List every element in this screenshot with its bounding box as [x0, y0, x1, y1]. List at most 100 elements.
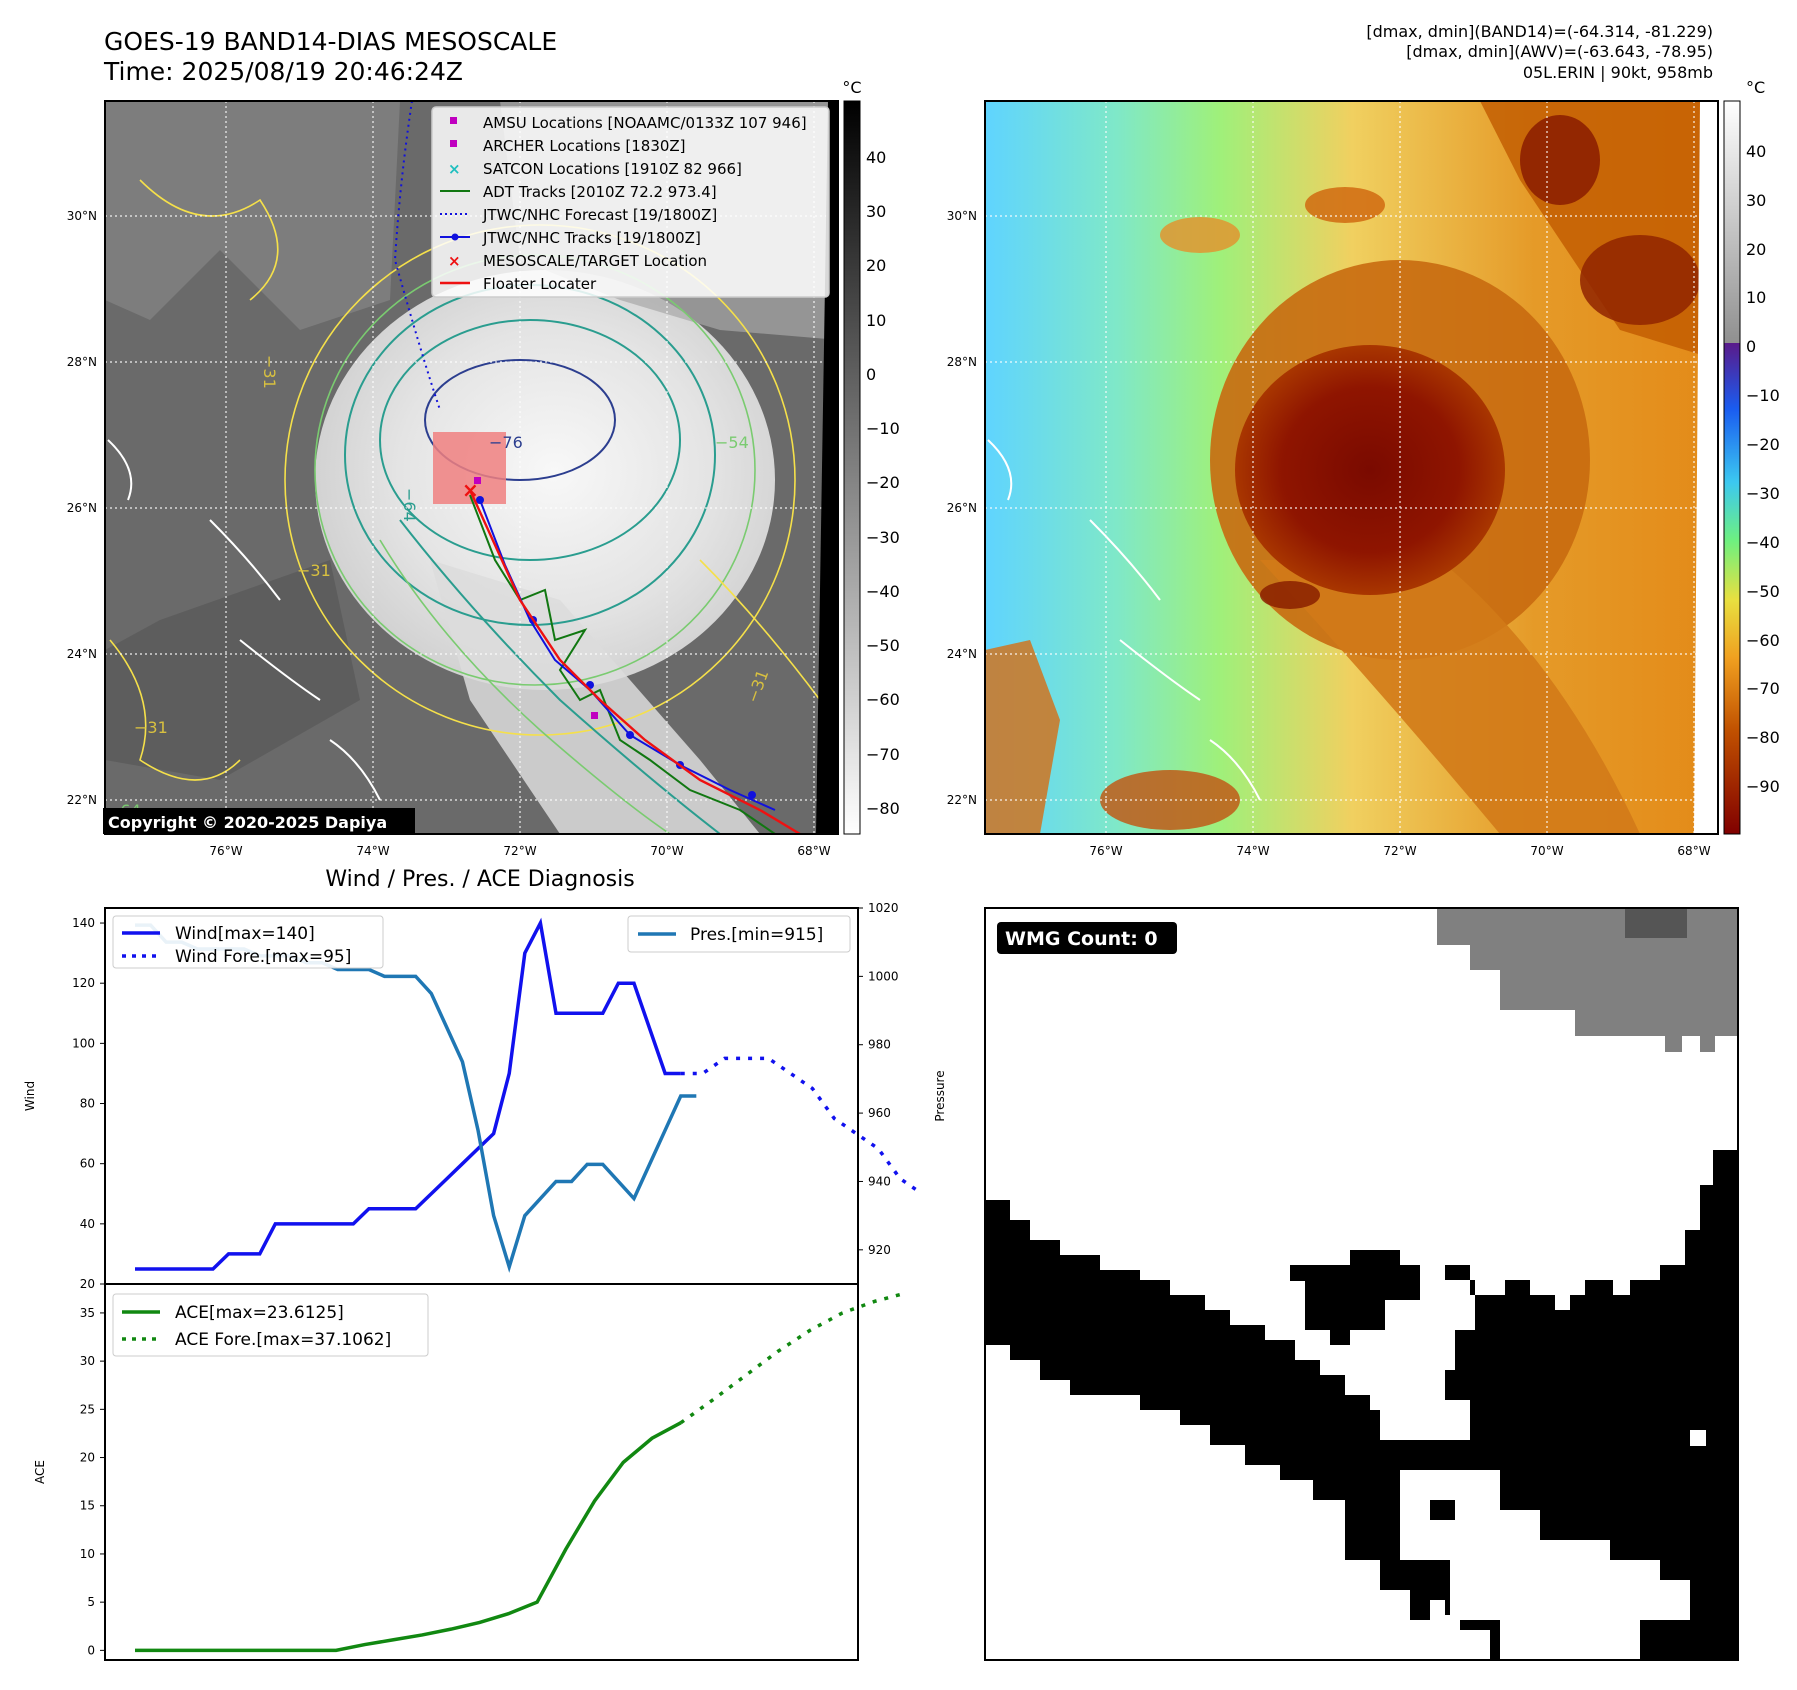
awv-core: [1235, 345, 1505, 595]
awv-map-panel: 30°N 28°N 26°N 24°N 22°N 76°W 74°W 72°W …: [947, 78, 1780, 858]
wind-legend: [112, 915, 384, 969]
lat-tick-label: 28°N: [67, 355, 97, 369]
wind-axis-label: Wind: [23, 1081, 37, 1111]
lat-tick-label: 24°N: [67, 647, 97, 661]
contour-label: −64: [400, 488, 419, 522]
ace-y-tick-label: 25: [80, 1402, 95, 1416]
legend-label: ARCHER Locations [1830Z]: [483, 137, 686, 155]
pressure-y-tick-label: 1020: [868, 901, 899, 915]
wmg-panel: WMG Count: 0: [984, 907, 1739, 1661]
legend-label: Wind Fore.[max=95]: [175, 947, 351, 967]
awv-colorbar-tick: −10: [1746, 386, 1780, 405]
wind-y-tick-label: 40: [80, 1217, 95, 1231]
wind-y-tick-label: 140: [72, 916, 95, 930]
ir-colorbar-tick: 40: [866, 148, 886, 167]
ir-colorbar-tick: −30: [866, 528, 900, 547]
ir-colorbar-tick: 30: [866, 202, 886, 221]
lat-tick-label: 26°N: [947, 501, 977, 515]
lat-tick-label: 30°N: [947, 209, 977, 223]
ace-y-tick-label: 35: [80, 1306, 95, 1320]
title-line-1: GOES-19 BAND14-DIAS MESOSCALE: [104, 27, 558, 56]
ir-colorbar-unit: °C: [842, 78, 861, 97]
ir-legend: AMSU Locations [NOAAMC/0133Z 107 946] AR…: [431, 106, 830, 298]
lat-tick-label: 26°N: [67, 501, 97, 515]
ir-colorbar-tick: −60: [866, 690, 900, 709]
lon-tick-label: 74°W: [1236, 844, 1269, 858]
adt-track: [469, 494, 776, 834]
legend-label: JTWC/NHC Forecast [19/1800Z]: [482, 206, 717, 224]
pressure-y-tick-label: 980: [868, 1038, 891, 1052]
lon-tick-label: 74°W: [356, 844, 389, 858]
contour-label: −31: [134, 718, 168, 737]
floater-track: [468, 489, 801, 834]
wmg-count-text: WMG Count: 0: [1005, 928, 1158, 950]
ace-y-tick-label: 0: [87, 1643, 95, 1657]
wmg-black-region: [985, 1150, 1738, 1660]
legend-marker: ×: [448, 160, 461, 178]
awv-colorbar-tick: 0: [1746, 337, 1756, 356]
ir-colorbar-tick: −20: [866, 473, 900, 492]
awv-colorbar-tick: −80: [1746, 728, 1780, 747]
pressure-legend: [627, 915, 851, 953]
awv-colorbar-tick: −60: [1746, 631, 1780, 650]
legend-label: AMSU Locations [NOAAMC/0133Z 107 946]: [483, 114, 807, 132]
lon-tick-label: 72°W: [1383, 844, 1416, 858]
legend-label: MESOSCALE/TARGET Location: [483, 252, 707, 270]
awv-colorbar-unit: °C: [1746, 78, 1765, 97]
wind-pressure-chart: Wind / Pres. / ACE Diagnosis 20 40 60 80 100…: [23, 867, 947, 1291]
ir-colorbar-tick: −10: [866, 419, 900, 438]
contour-label: −31: [297, 561, 331, 580]
chart-title: Wind / Pres. / ACE Diagnosis: [325, 867, 634, 892]
info-line-1: [dmax, dmin](BAND14)=(-64.314, -81.229): [1366, 22, 1713, 41]
wind-y-tick-label: 120: [72, 976, 95, 990]
wind-series-line: [135, 917, 681, 1271]
ir-colorbar-tick: −80: [866, 799, 900, 818]
copyright-text: Copyright © 2020-2025 Dapiya: [108, 813, 387, 832]
pressure-y-tick-label: 960: [868, 1106, 891, 1120]
legend-marker: [450, 140, 457, 147]
lon-tick-label: 72°W: [503, 844, 536, 858]
ir-colorbar-tick: −50: [866, 636, 900, 655]
lat-tick-label: 30°N: [67, 209, 97, 223]
awv-colorbar-tick: 40: [1746, 142, 1766, 161]
lat-tick-label: 22°N: [67, 793, 97, 807]
ace-chart: 0 5 10 15 20 25 30 35 ACE ACE[max=23.6125] ACE …: [33, 1283, 908, 1661]
ace-series-line: [135, 1421, 682, 1653]
legend-label: ACE[max=23.6125]: [175, 1303, 344, 1323]
ir-storm-cloud: [315, 270, 775, 690]
awv-colorbar-tick: −40: [1746, 533, 1780, 552]
awv-colorbar: [1723, 100, 1741, 835]
legend-label: Pres.[min=915]: [690, 925, 823, 945]
legend-label: Wind[max=140]: [175, 924, 315, 944]
lon-tick-label: 68°W: [1677, 844, 1710, 858]
lon-tick-label: 76°W: [209, 844, 242, 858]
pressure-y-tick-label: 940: [868, 1174, 891, 1188]
awv-colorbar-tick: −30: [1746, 484, 1780, 503]
lon-tick-label: 70°W: [1530, 844, 1563, 858]
info-line-2: [dmax, dmin](AWV)=(-63.643, -78.95): [1406, 42, 1713, 61]
ir-colorbar-tick: −70: [866, 745, 900, 764]
contour-label: −31: [260, 355, 279, 389]
ir-map-panel: × −76 −64 −54 −31 −31 −31 −31 −31 −64 AM…: [67, 78, 900, 858]
ir-colorbar-tick: 20: [866, 256, 886, 275]
pressure-axis-label: Pressure: [933, 1070, 947, 1121]
wind-axes-frame: [104, 907, 859, 1285]
ace-y-tick-label: 20: [80, 1451, 95, 1465]
ace-y-tick-label: 15: [80, 1499, 95, 1513]
wind-y-tick-label: 20: [80, 1277, 95, 1291]
awv-colorbar-tick: 10: [1746, 288, 1766, 307]
legend-marker: ×: [448, 252, 461, 270]
legend-label: JTWC/NHC Tracks [19/1800Z]: [482, 229, 701, 247]
ir-colorbar-tick: 0: [866, 365, 876, 384]
lat-tick-label: 22°N: [947, 793, 977, 807]
forecast-track: [393, 101, 441, 411]
info-line-3: 05L.ERIN | 90kt, 958mb: [1522, 63, 1713, 82]
title-line-2: Time: 2025/08/19 20:46:24Z: [104, 57, 463, 86]
ace-legend: [112, 1293, 429, 1357]
lon-tick-label: 70°W: [650, 844, 683, 858]
legend-label: SATCON Locations [1910Z 82 966]: [483, 160, 742, 178]
copyright-badge: [103, 808, 415, 834]
awv-colorbar-tick: −70: [1746, 679, 1780, 698]
awv-colorbar-tick: −20: [1746, 435, 1780, 454]
